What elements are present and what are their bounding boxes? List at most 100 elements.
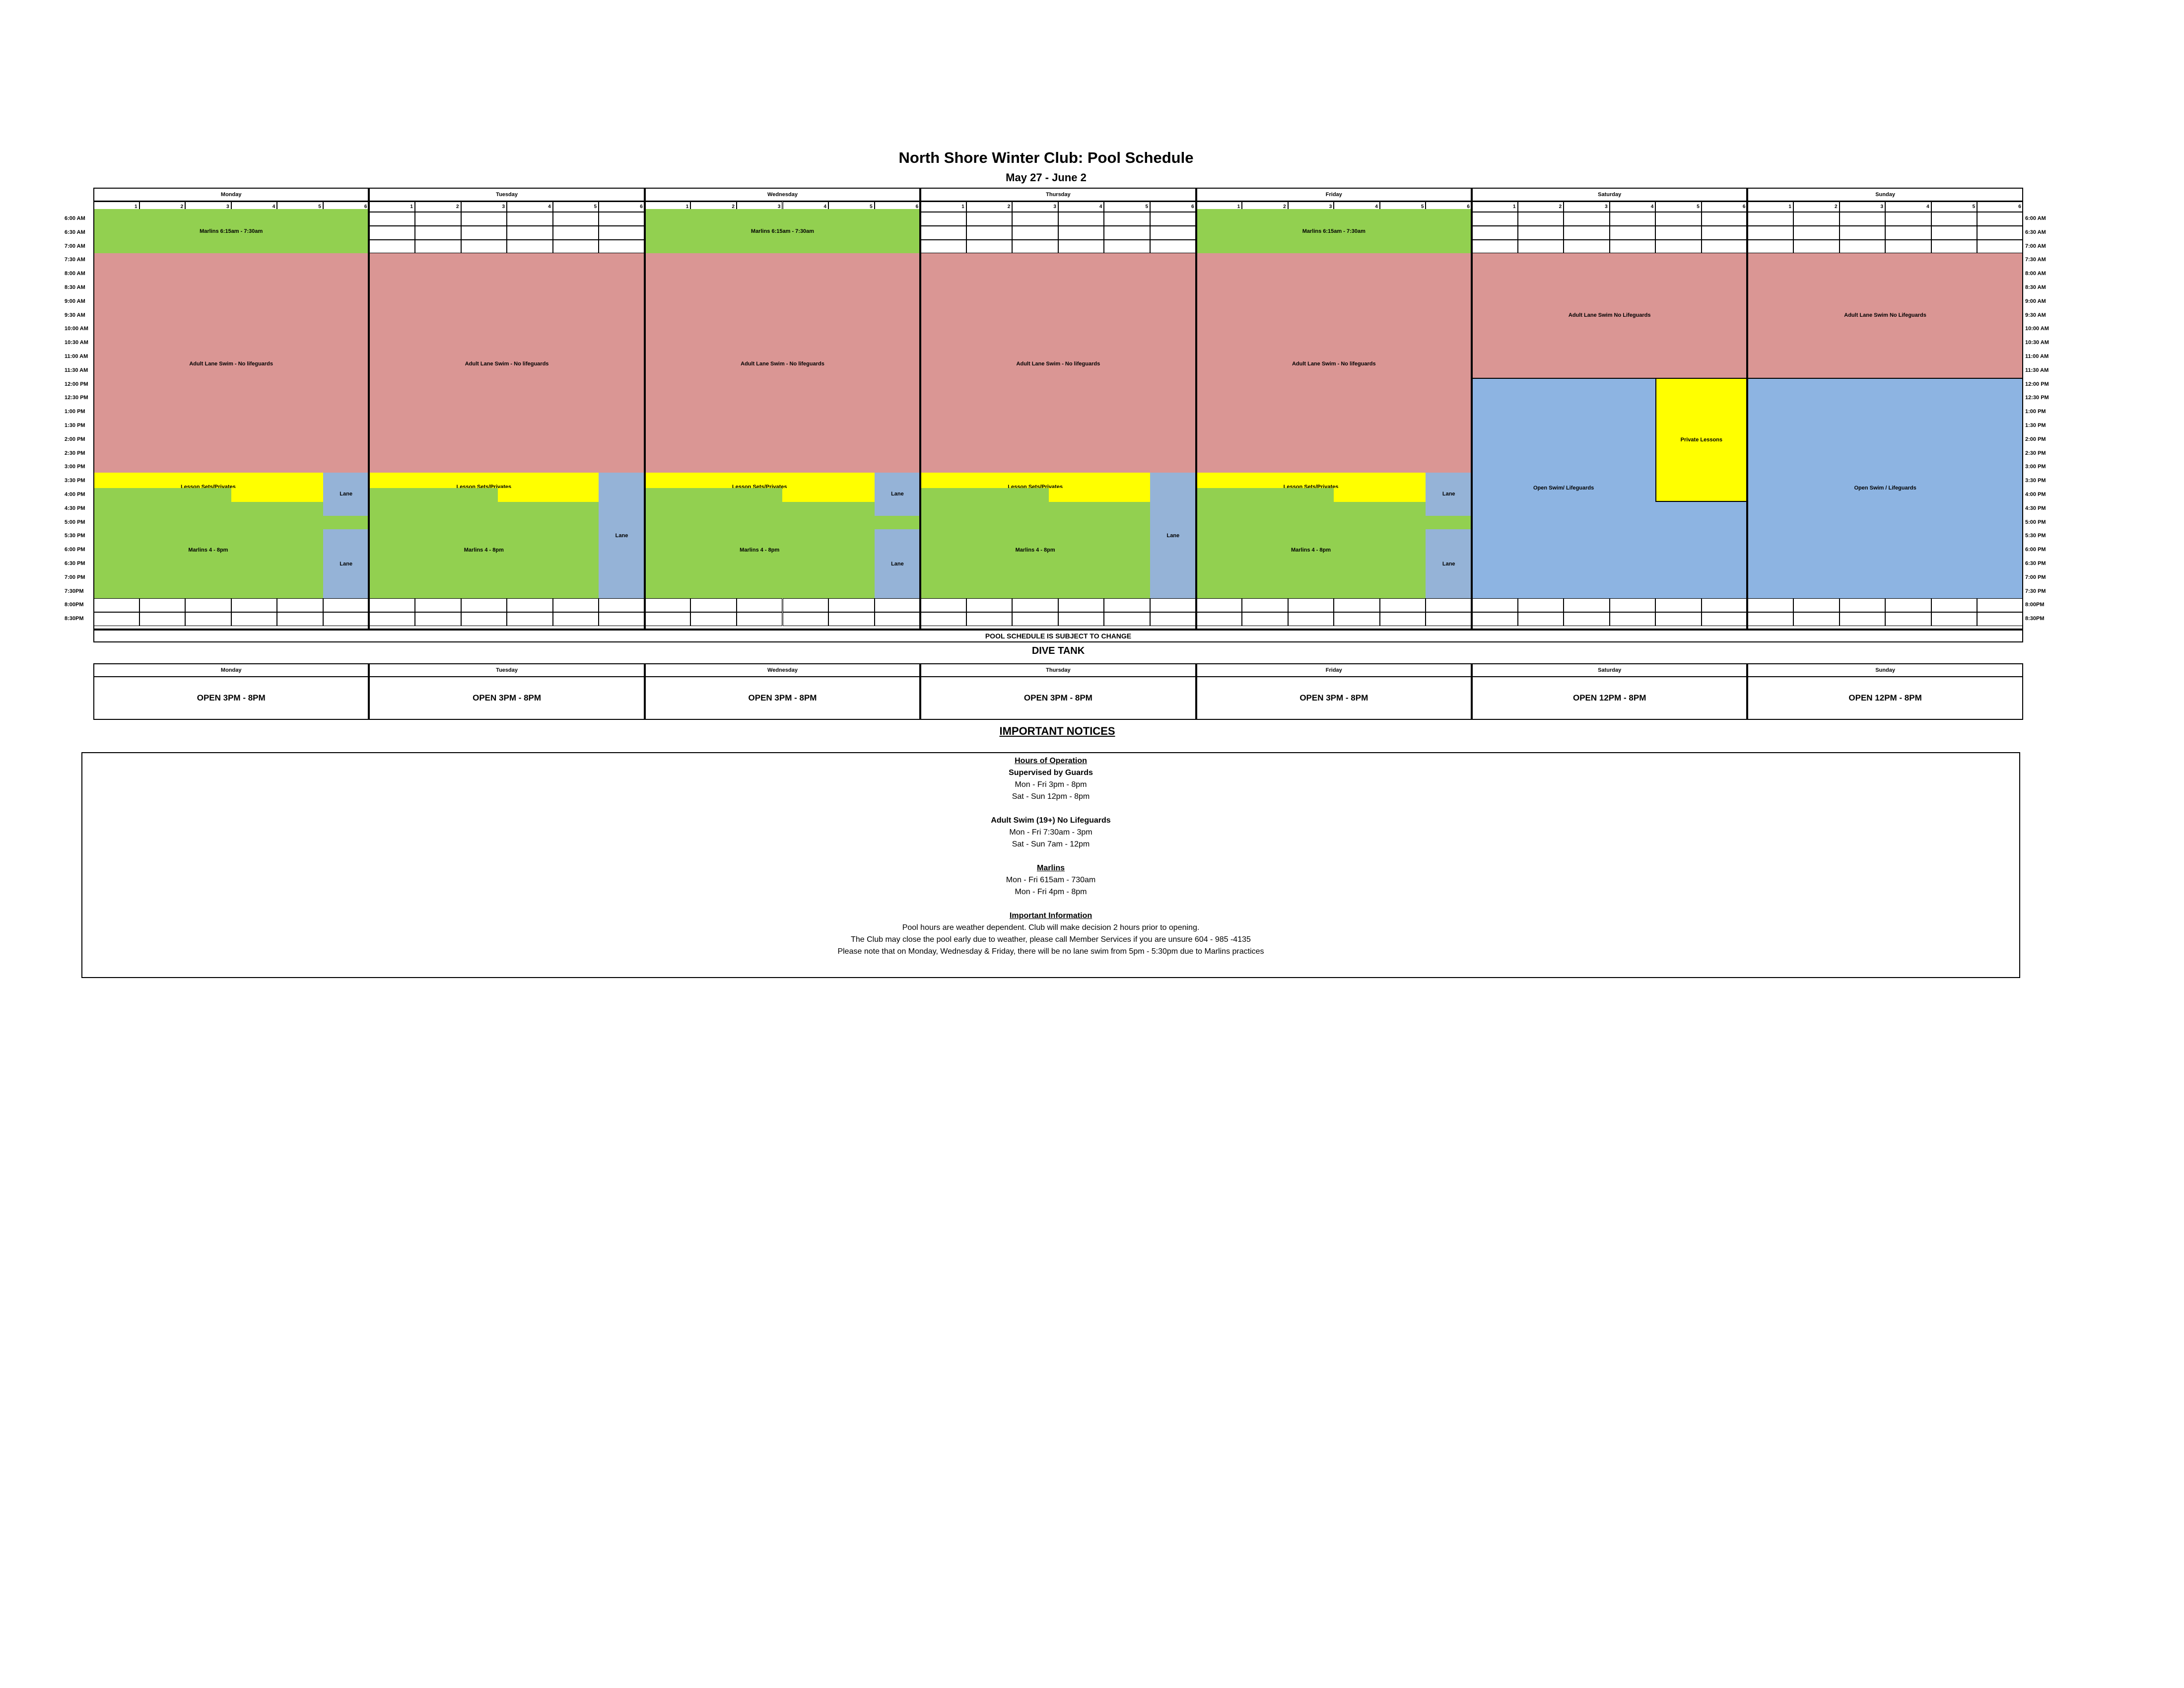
empty-slot: [966, 612, 1013, 626]
time-label: 1:30 PM: [2025, 422, 2046, 428]
marlins-pm-block: Marlins 4 - 8pm: [1196, 501, 1426, 599]
time-label: 7:30 PM: [2025, 588, 2046, 594]
lane-number: 6: [1701, 202, 1748, 212]
empty-slot: [920, 612, 966, 626]
empty-slot: [1931, 225, 1978, 240]
empty-slot: [1012, 212, 1058, 226]
empty-slot: [1058, 212, 1104, 226]
empty-slot: [369, 225, 415, 240]
empty-slot: [1977, 598, 2023, 613]
empty-slot: [1242, 612, 1288, 626]
time-label: 1:00 PM: [65, 409, 85, 415]
empty-slot: [1517, 212, 1564, 226]
lane-number: 6: [599, 202, 645, 212]
empty-slot: [599, 598, 645, 613]
lane-number: 5: [1655, 202, 1702, 212]
time-label: 8:00PM: [2025, 602, 2045, 608]
day-header: Monday: [93, 188, 369, 202]
lane-number: 4: [1885, 202, 1931, 212]
empty-slot: [1609, 225, 1656, 240]
empty-slot: [185, 612, 231, 626]
marlins-heading: Marlins: [1036, 864, 1065, 872]
empty-slot: [966, 212, 1013, 226]
dive-day-header: Wednesday: [644, 663, 921, 677]
time-label: 12:30 PM: [2025, 395, 2049, 401]
empty-slot: [1426, 612, 1472, 626]
empty-slot: [599, 612, 645, 626]
time-label: 10:30 AM: [2025, 340, 2049, 346]
time-label: 8:30PM: [2025, 616, 2045, 622]
lane-number: 3: [461, 202, 507, 212]
marlins-pm-block: [1426, 515, 1472, 530]
empty-slot: [1793, 212, 1840, 226]
open-swim-block: Open Swim/ Lifeguards: [1472, 377, 1656, 599]
lane-block: Lane: [1426, 473, 1472, 516]
empty-slot: [1839, 598, 1886, 613]
empty-slot: [920, 212, 966, 226]
marlins-pm-block: [93, 488, 231, 502]
empty-slot: [1196, 598, 1242, 613]
lane-number: 1: [1747, 202, 1793, 212]
time-label: 6:00 PM: [2025, 547, 2046, 553]
empty-slot: [690, 612, 737, 626]
empty-slot: [1793, 612, 1840, 626]
empty-slot: [1885, 225, 1931, 240]
empty-slot: [1885, 239, 1931, 254]
time-label: 8:30PM: [65, 616, 84, 622]
marlins-pm-block: Marlins 4 - 8pm: [644, 501, 875, 599]
empty-slot: [599, 212, 645, 226]
time-label: 7:00 PM: [65, 574, 85, 580]
lesson-block: [231, 488, 323, 502]
dive-tank-title: DIVE TANK: [1031, 645, 1085, 656]
time-label: 2:00 PM: [2025, 436, 2046, 442]
empty-slot: [1517, 612, 1564, 626]
time-label: 9:30 AM: [2025, 312, 2046, 318]
empty-slot: [1793, 225, 1840, 240]
lane-number: 3: [1564, 202, 1610, 212]
time-label: 9:00 AM: [2025, 298, 2046, 304]
empty-slot: [644, 612, 691, 626]
dive-hours-cell: OPEN 12PM - 8PM: [1747, 676, 2023, 720]
empty-slot: [552, 225, 599, 240]
empty-slot: [1747, 239, 1793, 254]
dive-hours-cell: OPEN 3PM - 8PM: [369, 676, 645, 720]
empty-slot: [1839, 239, 1886, 254]
empty-slot: [414, 598, 461, 613]
empty-slot: [828, 598, 875, 613]
empty-slot: [966, 225, 1013, 240]
empty-slot: [874, 598, 921, 613]
time-label: 8:00PM: [65, 602, 84, 608]
dive-day-header: Monday: [93, 663, 369, 677]
empty-slot: [461, 212, 507, 226]
empty-slot: [369, 239, 415, 254]
lane-number: 2: [1517, 202, 1564, 212]
time-label: 4:30 PM: [2025, 505, 2046, 511]
lane-number: 4: [507, 202, 553, 212]
empty-slot: [1334, 612, 1380, 626]
empty-slot: [1701, 212, 1748, 226]
lane-number: 3: [1012, 202, 1058, 212]
dive-hours-cell: OPEN 3PM - 8PM: [1196, 676, 1472, 720]
empty-slot: [1058, 225, 1104, 240]
empty-slot: [1977, 212, 2023, 226]
lane-block: Lane: [1150, 473, 1196, 599]
dive-day-header: Friday: [1196, 663, 1472, 677]
time-label: 7:30 AM: [2025, 257, 2046, 263]
lesson-block: [497, 488, 599, 502]
time-label: 2:00 PM: [65, 436, 85, 442]
empty-slot: [414, 225, 461, 240]
empty-slot: [1564, 225, 1610, 240]
time-label: 3:30 PM: [65, 478, 85, 484]
adult-lane-swim-block: Adult Lane Swim - No lifeguards: [369, 253, 645, 475]
day-header: Thursday: [920, 188, 1196, 202]
time-label: 5:00 PM: [65, 519, 85, 525]
empty-slot: [782, 598, 829, 613]
lane-block: Lane: [874, 473, 921, 516]
empty-slot: [1058, 598, 1104, 613]
dive-hours-cell: OPEN 3PM - 8PM: [93, 676, 369, 720]
lane-number: 4: [1058, 202, 1104, 212]
empty-slot: [599, 239, 645, 254]
private-lessons-block: Private Lessons: [1655, 377, 1748, 502]
time-label: 10:00 AM: [65, 326, 88, 332]
empty-slot: [1564, 212, 1610, 226]
